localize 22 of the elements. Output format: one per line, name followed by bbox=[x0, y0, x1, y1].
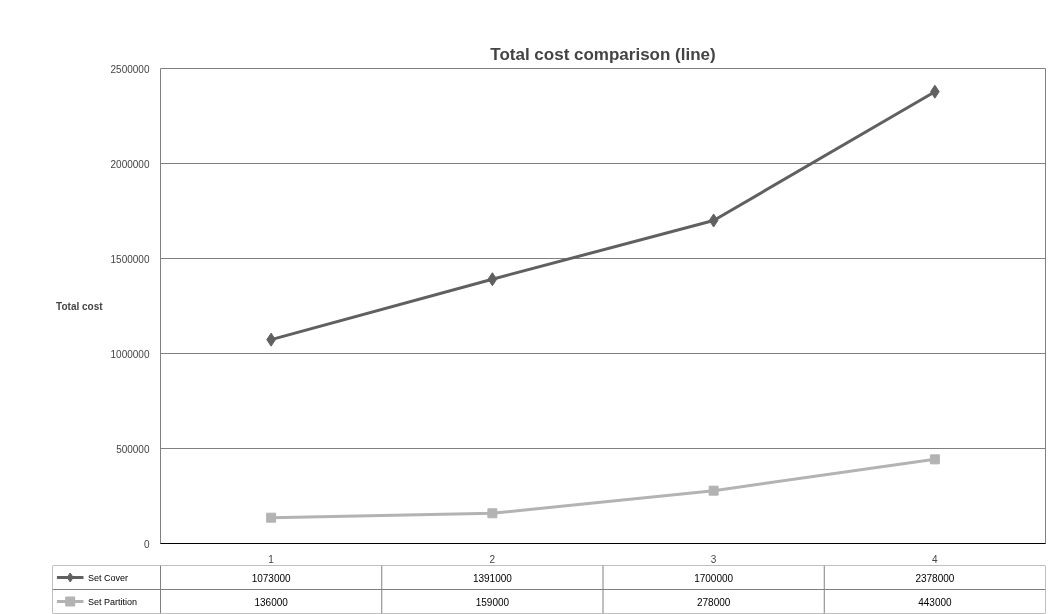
y-tick-label: 2000000 bbox=[110, 158, 150, 170]
x-tick-label: 4 bbox=[932, 553, 939, 565]
y-tick-label: 1500000 bbox=[110, 253, 150, 265]
data-label: 278000 bbox=[696, 596, 731, 608]
data-label: 1700000 bbox=[694, 572, 734, 584]
data-label: 2378000 bbox=[915, 572, 955, 584]
y-tick-label: 0 bbox=[143, 538, 150, 550]
legend-label: Set Partition bbox=[87, 596, 137, 607]
data-label: 136000 bbox=[254, 596, 289, 608]
data-label: 443000 bbox=[918, 596, 952, 608]
x-tick-label: 1 bbox=[268, 553, 275, 565]
x-tick-label: 3 bbox=[710, 553, 717, 565]
chart-title: Total cost comparison (line) bbox=[490, 44, 716, 64]
y-tick-label: 2500000 bbox=[110, 63, 150, 75]
data-label: 1391000 bbox=[472, 572, 513, 584]
y-axis-title: Total cost bbox=[56, 300, 104, 312]
y-tick-label: 1000000 bbox=[110, 348, 150, 360]
x-tick-label: 2 bbox=[489, 553, 496, 565]
legend-label: Set Cover bbox=[87, 572, 128, 583]
data-label: 1073000 bbox=[251, 572, 292, 584]
data-label: 159000 bbox=[475, 596, 510, 608]
y-tick-label: 500000 bbox=[116, 443, 150, 455]
